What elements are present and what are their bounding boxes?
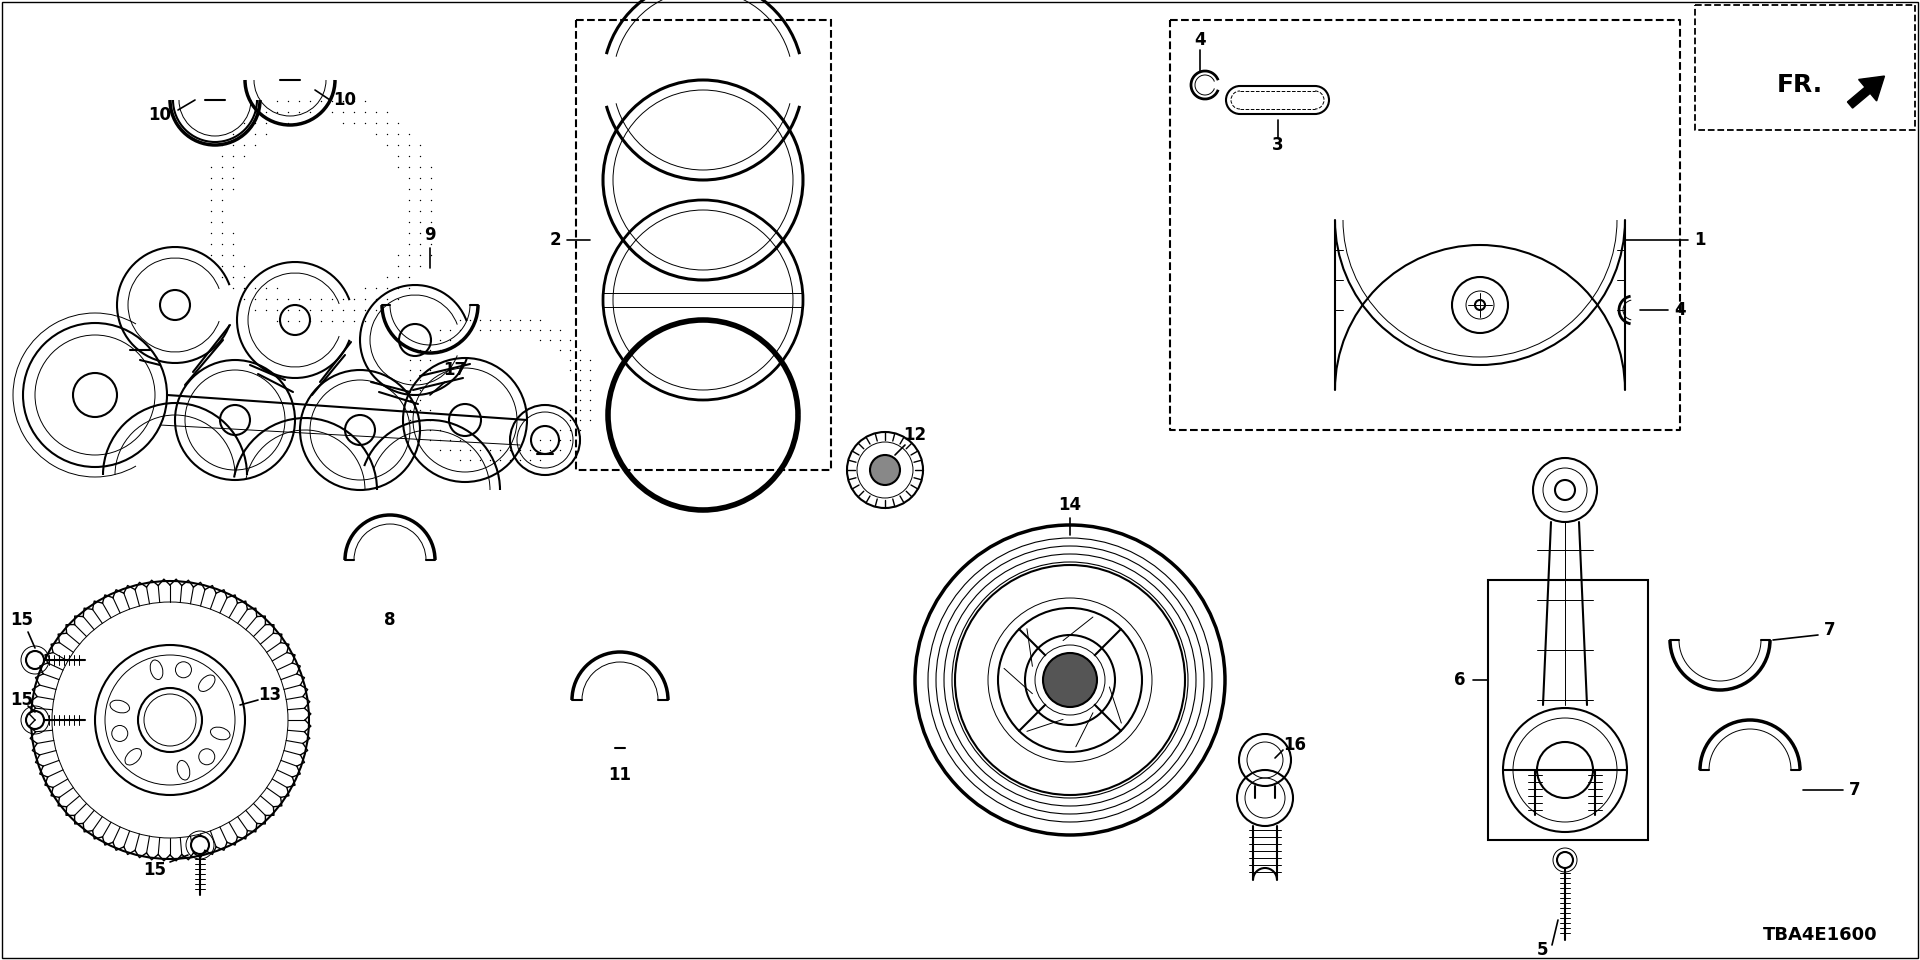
Text: FR.: FR. bbox=[1776, 73, 1824, 97]
Ellipse shape bbox=[177, 760, 190, 780]
Circle shape bbox=[1475, 300, 1484, 310]
Text: 4: 4 bbox=[1674, 301, 1686, 319]
Text: 10: 10 bbox=[148, 106, 171, 124]
Text: 7: 7 bbox=[1824, 621, 1836, 639]
Text: 17: 17 bbox=[444, 361, 467, 379]
Bar bbox=[1488, 580, 1647, 840]
Circle shape bbox=[27, 651, 44, 669]
Text: 6: 6 bbox=[1453, 671, 1465, 689]
Text: 15: 15 bbox=[144, 861, 167, 879]
Text: 3: 3 bbox=[1273, 136, 1284, 154]
Text: 9: 9 bbox=[424, 226, 436, 244]
Text: 11: 11 bbox=[609, 766, 632, 784]
Text: 16: 16 bbox=[1283, 736, 1306, 754]
Ellipse shape bbox=[109, 700, 129, 713]
Text: 15: 15 bbox=[10, 611, 33, 629]
Text: 5: 5 bbox=[1536, 941, 1548, 959]
Bar bbox=[576, 20, 831, 470]
Text: 4: 4 bbox=[1194, 31, 1206, 49]
Circle shape bbox=[27, 711, 44, 729]
Circle shape bbox=[1557, 852, 1572, 868]
Text: 8: 8 bbox=[384, 611, 396, 629]
Text: 7: 7 bbox=[1849, 781, 1860, 799]
Ellipse shape bbox=[125, 749, 142, 765]
Ellipse shape bbox=[150, 660, 163, 680]
Text: 14: 14 bbox=[1058, 496, 1081, 514]
FancyArrow shape bbox=[1847, 76, 1884, 108]
Text: 1: 1 bbox=[1693, 231, 1705, 249]
Circle shape bbox=[870, 455, 900, 485]
Text: 13: 13 bbox=[259, 686, 282, 704]
Text: TBA4E1600: TBA4E1600 bbox=[1763, 926, 1878, 944]
Text: 15: 15 bbox=[10, 691, 33, 709]
Text: 10: 10 bbox=[334, 91, 357, 109]
Ellipse shape bbox=[198, 675, 215, 691]
Circle shape bbox=[190, 836, 209, 854]
Text: 12: 12 bbox=[904, 426, 927, 444]
Text: 2: 2 bbox=[549, 231, 561, 249]
Ellipse shape bbox=[211, 727, 230, 740]
Circle shape bbox=[1043, 653, 1096, 707]
